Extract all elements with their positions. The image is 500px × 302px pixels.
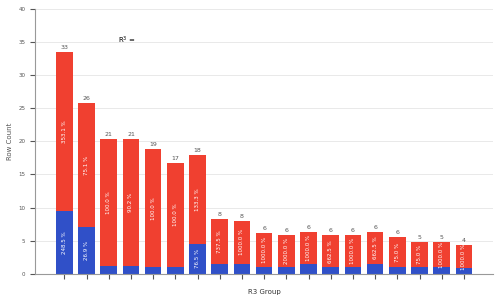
Text: 6: 6 (306, 225, 310, 230)
Bar (100, 266, 117, 274)
Text: 8: 8 (240, 214, 244, 219)
Bar (322, 235, 339, 267)
Text: 90.2 %: 90.2 % (128, 193, 134, 212)
Text: 248.5 %: 248.5 % (62, 231, 67, 254)
Bar (344, 235, 362, 267)
Bar (78, 227, 95, 274)
Text: 1000.0 %: 1000.0 % (240, 229, 244, 255)
Text: 6: 6 (284, 228, 288, 233)
Text: 26: 26 (82, 96, 90, 101)
Bar (256, 233, 272, 267)
Bar (300, 232, 317, 264)
Bar (389, 237, 406, 267)
Bar (389, 267, 406, 274)
Y-axis label: Row Count: Row Count (7, 123, 13, 160)
Bar (367, 264, 384, 274)
Text: 2000.0 %: 2000.0 % (284, 238, 289, 264)
Bar (434, 267, 450, 274)
Text: 1000.0 %: 1000.0 % (262, 237, 266, 263)
Bar (278, 235, 294, 267)
Text: 21: 21 (127, 132, 135, 137)
Bar (300, 264, 317, 274)
Text: 6: 6 (329, 228, 332, 233)
Text: 5: 5 (440, 235, 444, 240)
Bar (189, 244, 206, 274)
Text: 1000.0 %: 1000.0 % (462, 244, 466, 270)
Bar (344, 267, 362, 274)
Text: 21: 21 (105, 132, 112, 137)
Bar (167, 267, 184, 274)
Bar (456, 268, 472, 274)
Text: 1000.0 %: 1000.0 % (306, 235, 311, 261)
Bar (212, 264, 228, 274)
Bar (256, 267, 272, 274)
Bar (122, 139, 140, 266)
Bar (278, 267, 294, 274)
Text: 33: 33 (60, 45, 68, 50)
Bar (212, 219, 228, 264)
Text: 100.0 %: 100.0 % (173, 204, 178, 226)
Bar (234, 264, 250, 274)
X-axis label: R3 Group: R3 Group (248, 289, 280, 295)
Text: 662.5 %: 662.5 % (328, 240, 333, 262)
Bar (234, 221, 250, 264)
Bar (411, 242, 428, 267)
Bar (167, 162, 184, 267)
Text: 17: 17 (172, 156, 179, 161)
Text: 6: 6 (262, 226, 266, 231)
Text: 662.5 %: 662.5 % (372, 237, 378, 259)
Text: 100.0 %: 100.0 % (150, 197, 156, 220)
Bar (411, 267, 428, 274)
Bar (434, 242, 450, 267)
Text: 75.0 %: 75.0 % (395, 243, 400, 262)
Bar (122, 266, 140, 274)
Bar (56, 52, 72, 211)
Bar (78, 103, 95, 227)
Bar (322, 267, 339, 274)
Text: 6: 6 (351, 228, 355, 233)
Bar (367, 232, 384, 264)
Bar (100, 139, 117, 266)
Text: 75.0 %: 75.0 % (417, 245, 422, 264)
Text: 19: 19 (149, 142, 157, 147)
Text: 6: 6 (373, 225, 377, 230)
Text: 100.0 %: 100.0 % (106, 191, 112, 214)
Text: 8: 8 (218, 212, 222, 217)
Text: 737.5 %: 737.5 % (217, 230, 222, 253)
Bar (145, 149, 162, 267)
Text: 76.5 %: 76.5 % (195, 249, 200, 268)
Text: R$^3$ =: R$^3$ = (118, 35, 136, 47)
Bar (189, 155, 206, 244)
Text: 26.9 %: 26.9 % (84, 241, 89, 260)
Text: 75.1 %: 75.1 % (84, 156, 89, 175)
Bar (456, 245, 472, 268)
Bar (56, 211, 72, 274)
Text: 1000.0 %: 1000.0 % (439, 242, 444, 268)
Text: 1000.0 %: 1000.0 % (350, 238, 356, 264)
Text: 18: 18 (194, 148, 202, 153)
Text: 353.1 %: 353.1 % (62, 120, 67, 143)
Text: 4: 4 (462, 238, 466, 243)
Text: 133.3 %: 133.3 % (195, 188, 200, 210)
Text: 5: 5 (418, 235, 422, 240)
Text: 6: 6 (396, 230, 400, 235)
Bar (145, 267, 162, 274)
